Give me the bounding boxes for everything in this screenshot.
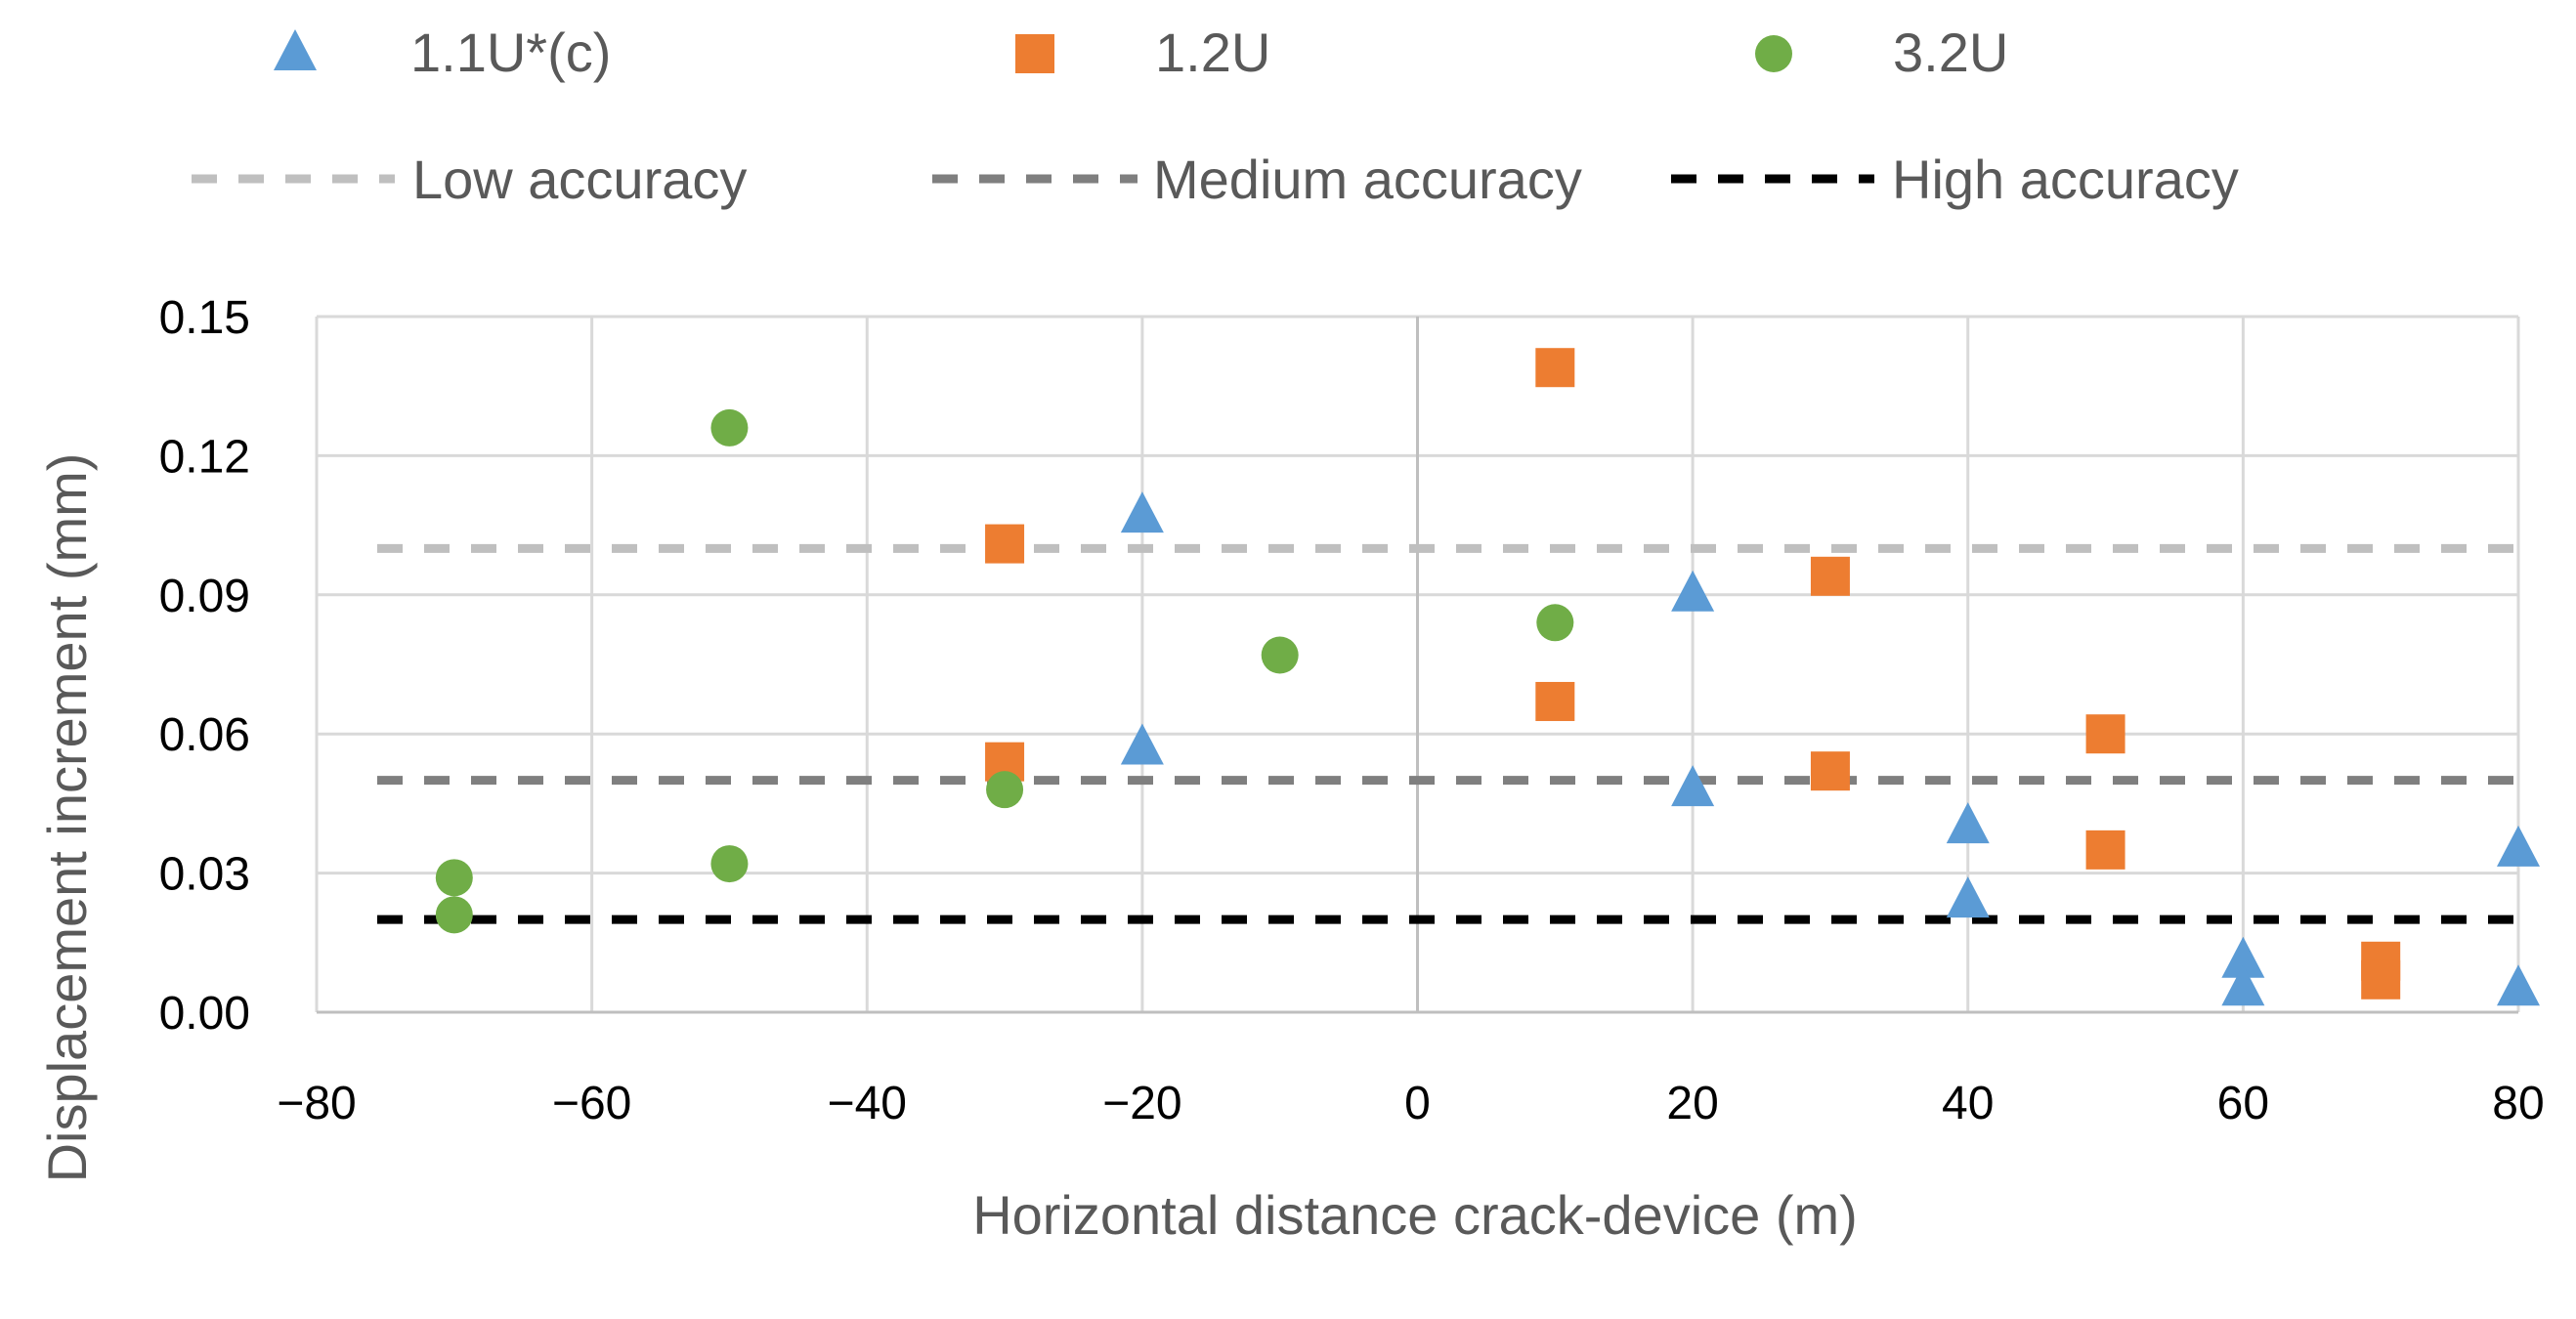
data-point-1-1u-c	[1120, 491, 1164, 533]
data-point-1-1u-c	[2497, 964, 2540, 1006]
data-point-3-2u	[1536, 604, 1574, 642]
x-tick-label: −60	[552, 1078, 631, 1129]
reference-lines	[377, 543, 2518, 924]
x-tick-label: 80	[2492, 1078, 2544, 1129]
y-tick-label: 0.00	[159, 988, 250, 1040]
data-point-3-2u	[435, 859, 473, 897]
data-point-1-2u	[1810, 556, 1850, 596]
x-tick-label: 40	[1942, 1078, 1994, 1129]
x-tick-label: 0	[1404, 1078, 1431, 1129]
data-point-3-2u	[986, 771, 1024, 809]
legend-label-high-accuracy: High accuracy	[1892, 149, 2239, 210]
data-markers	[435, 348, 2540, 1006]
legend-label-medium-accuracy: Medium accuracy	[1153, 149, 1582, 210]
data-point-1-1u-c	[1120, 723, 1164, 765]
data-point-1-1u-c	[1946, 802, 1990, 844]
y-tick-label: 0.15	[159, 292, 250, 344]
data-point-1-2u	[1535, 348, 1575, 388]
data-point-1-1u-c	[2497, 825, 2540, 867]
legend-marker-1-2u	[1015, 34, 1054, 73]
data-point-1-2u	[985, 524, 1025, 564]
legend: 1.1U*(c) 1.2U 3.2U Low accuracy Medium accur…	[192, 21, 2239, 210]
data-point-1-2u	[1810, 751, 1850, 791]
data-point-1-2u	[2361, 959, 2401, 1000]
x-axis-title: Horizontal distance crack-device (m)	[972, 1184, 1858, 1246]
data-point-1-1u-c	[2221, 964, 2265, 1006]
grid	[315, 315, 2520, 1014]
legend-label-3-2u: 3.2U	[1893, 21, 2008, 83]
data-point-1-1u-c	[1671, 765, 1715, 807]
data-point-1-2u	[2085, 830, 2125, 870]
data-point-3-2u	[435, 896, 473, 934]
x-tick-label: −40	[828, 1078, 907, 1129]
data-point-1-1u-c	[2221, 936, 2265, 978]
y-tick-label: 0.09	[159, 571, 250, 622]
y-tick-label: 0.12	[159, 431, 250, 483]
x-tick-label: 20	[1666, 1078, 1718, 1129]
legend-label-1-2u: 1.2U	[1155, 21, 1270, 83]
data-point-1-2u	[1535, 681, 1575, 721]
data-point-3-2u	[710, 408, 749, 447]
x-tick-label: −80	[277, 1078, 356, 1129]
y-axis-ticks: 0.00 0.03 0.06 0.09 0.12 0.15	[159, 292, 250, 1040]
y-axis-title: Displacement increment (mm)	[36, 453, 98, 1183]
legend-label-1-1u-c: 1.1U*(c)	[410, 21, 611, 83]
x-tick-label: −20	[1102, 1078, 1181, 1129]
legend-label-low-accuracy: Low accuracy	[412, 149, 747, 210]
data-point-3-2u	[710, 845, 749, 883]
data-point-1-1u-c	[1671, 570, 1715, 612]
plot-area	[315, 315, 2540, 1014]
data-point-3-2u	[1261, 636, 1299, 674]
x-tick-label: 60	[2217, 1078, 2269, 1129]
x-axis-ticks: −80 −60 −40 −20 0 20 40 60 80	[277, 1078, 2544, 1129]
y-tick-label: 0.03	[159, 849, 250, 901]
legend-marker-1-1u-c	[274, 29, 317, 70]
y-tick-label: 0.06	[159, 709, 250, 761]
data-point-1-2u	[2085, 714, 2125, 754]
legend-marker-3-2u	[1755, 35, 1792, 72]
data-point-1-1u-c	[1946, 876, 1990, 918]
